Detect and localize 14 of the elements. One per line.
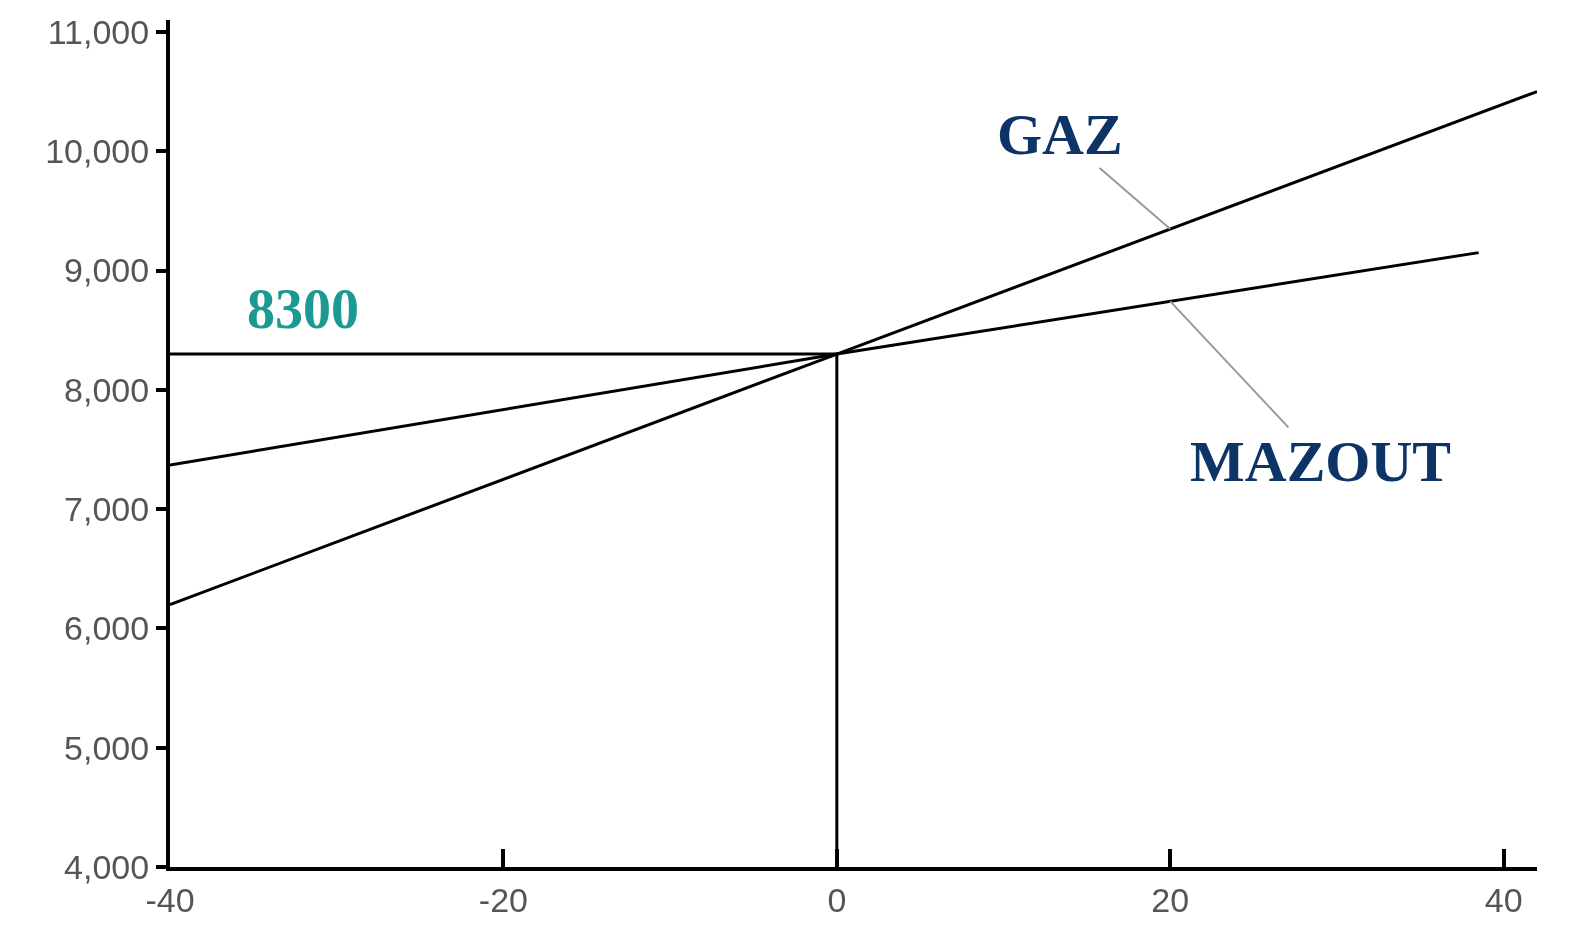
y-tick-label: 9,000 xyxy=(64,251,150,290)
series-label: GAZ xyxy=(997,102,1123,167)
y-tick-label: 8,000 xyxy=(64,370,150,409)
y-tick-label: 6,000 xyxy=(64,609,150,648)
x-tick-label: -20 xyxy=(478,880,528,919)
x-tick-label: 0 xyxy=(827,880,847,919)
x-tick-label: 20 xyxy=(1151,880,1190,919)
y-tick-label: 11,000 xyxy=(47,12,150,51)
x-tick-label: 40 xyxy=(1484,880,1523,919)
text: MAZOUT xyxy=(1190,429,1451,494)
y-tick-label: 10,000 xyxy=(45,132,150,171)
y-tick-label: 7,000 xyxy=(64,490,150,529)
annotation: 8300 xyxy=(247,278,359,340)
y-tick-label: 5,000 xyxy=(64,728,150,767)
